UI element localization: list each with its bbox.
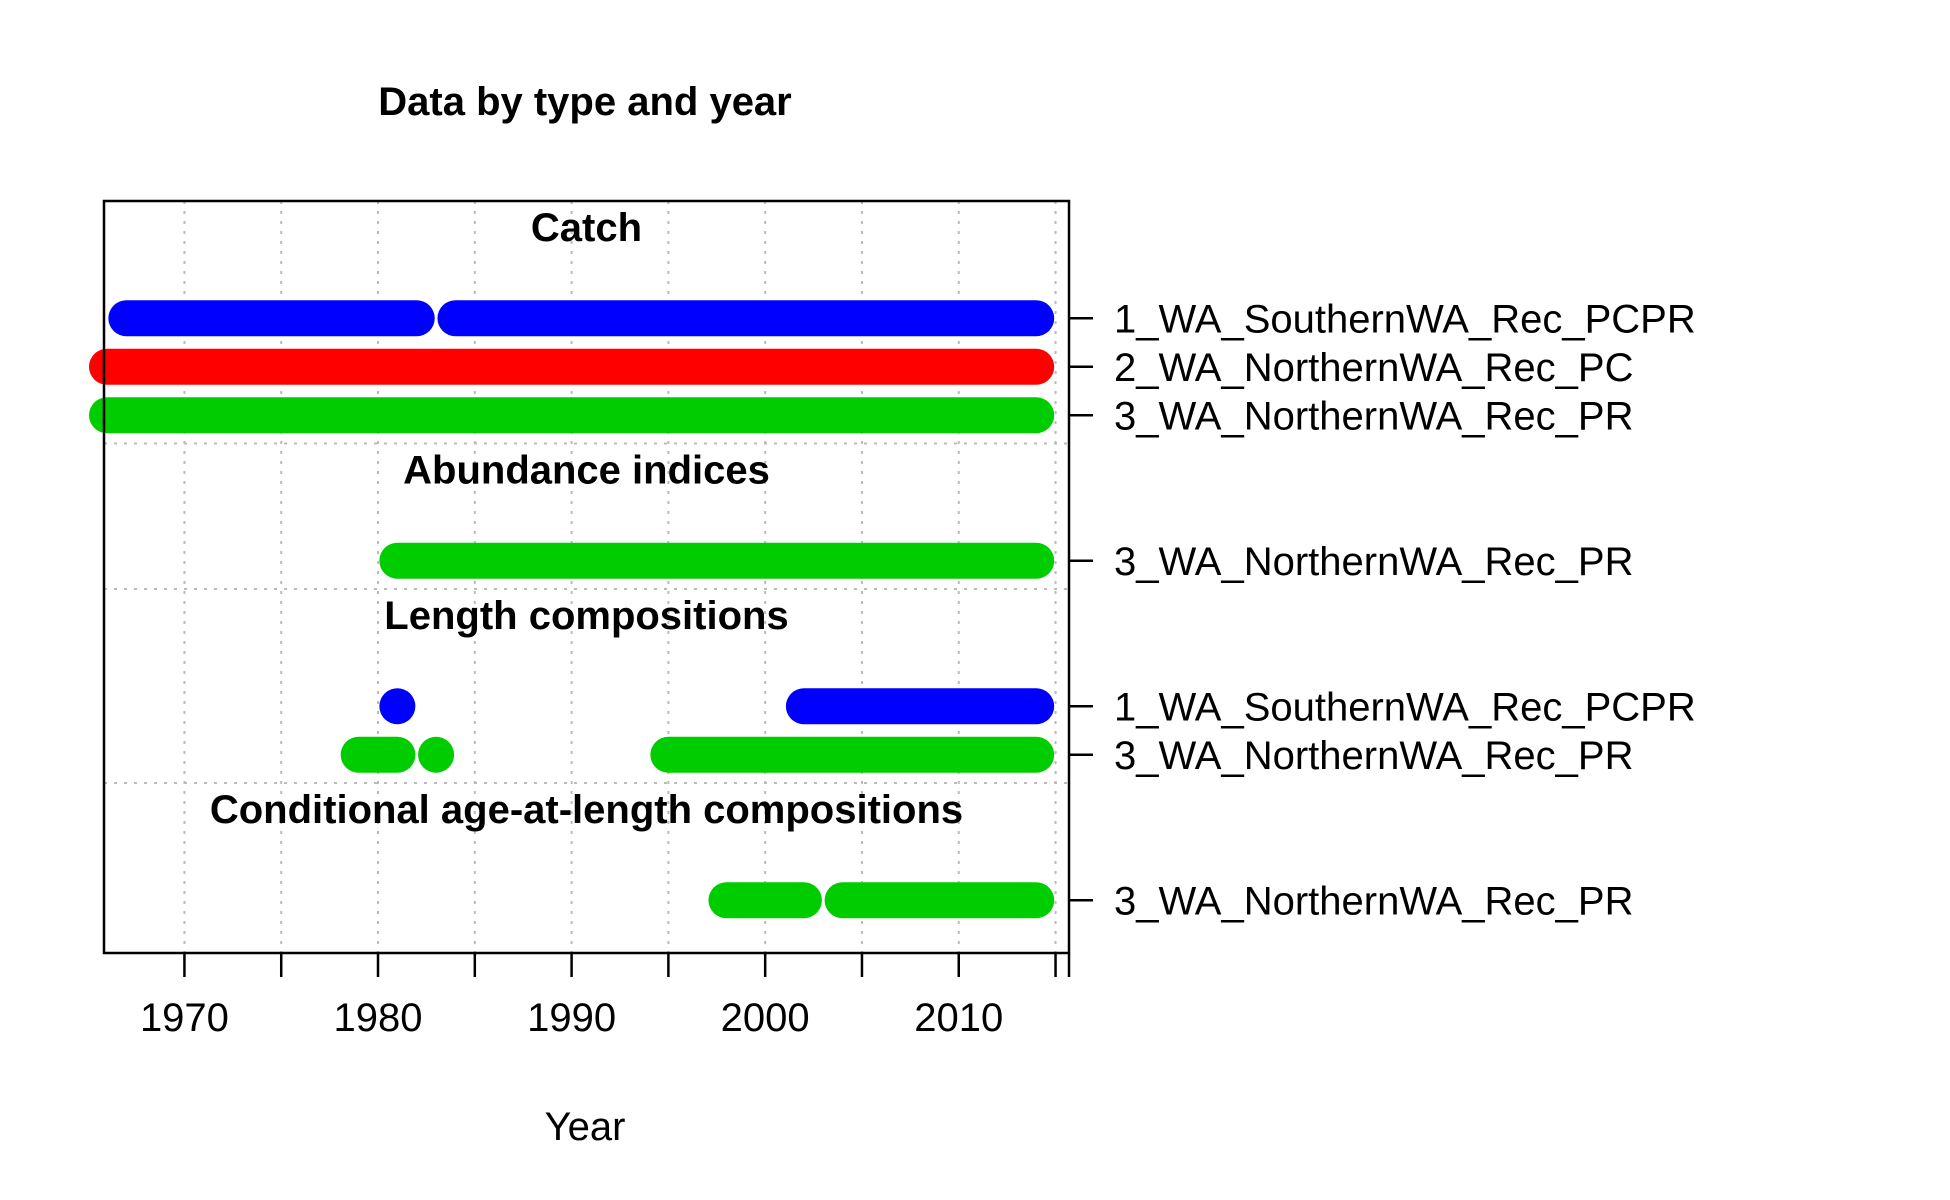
fleet-label: 2_WA_NorthernWA_Rec_PC <box>1114 346 1633 390</box>
fleet-label: 3_WA_NorthernWA_Rec_PR <box>1114 394 1633 438</box>
x-axis-label: Year <box>545 1105 626 1149</box>
section-title: Abundance indices <box>403 449 770 493</box>
x-tick-label: 2000 <box>721 996 810 1040</box>
fleet-label: 3_WA_NorthernWA_Rec_PR <box>1114 734 1633 778</box>
section-title: Length compositions <box>384 594 788 638</box>
x-axis: 1970 1980 1990 2000 2010 <box>140 317 1093 1040</box>
plot-frame <box>102 199 1071 955</box>
data-point <box>418 736 455 773</box>
section-title: Conditional age-at-length compositions <box>210 788 963 832</box>
fleet-label: 3_WA_NorthernWA_Rec_PR <box>1114 879 1633 923</box>
data-segments <box>89 300 1055 919</box>
fleet-labels: 1_WA_SouthernWA_Rec_PCPR 2_WA_NorthernWA_… <box>1114 297 1696 923</box>
x-tick-label: 1990 <box>527 996 616 1040</box>
fleet-label: 1_WA_SouthernWA_Rec_PCPR <box>1114 297 1696 341</box>
section-title: Catch <box>531 206 642 250</box>
fleet-label: 1_WA_SouthernWA_Rec_PCPR <box>1114 685 1696 729</box>
section-titles: Catch Abundance indices Length composition… <box>210 206 963 832</box>
fleet-label: 3_WA_NorthernWA_Rec_PR <box>1114 540 1633 584</box>
x-tick-label: 1970 <box>140 996 229 1040</box>
data-point <box>379 688 416 725</box>
chart-title: Data by type and year <box>378 80 792 124</box>
x-tick-label: 2010 <box>914 996 1003 1040</box>
x-tick-label: 1980 <box>334 996 423 1040</box>
grid-lines <box>104 201 1069 953</box>
